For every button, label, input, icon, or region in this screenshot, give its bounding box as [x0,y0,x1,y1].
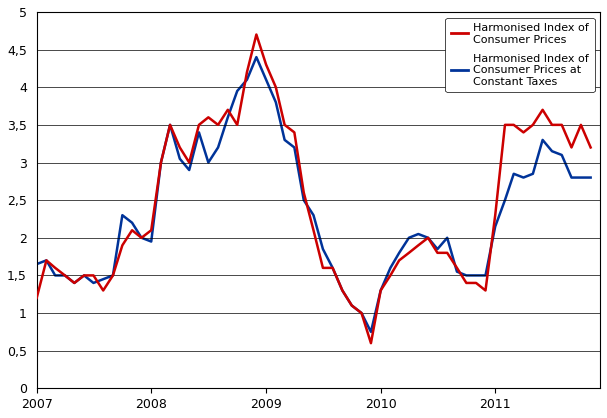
Legend: Harmonised Index of
Consumer Prices, Harmonised Index of
Consumer Prices at
Cons: Harmonised Index of Consumer Prices, Har… [446,18,594,92]
